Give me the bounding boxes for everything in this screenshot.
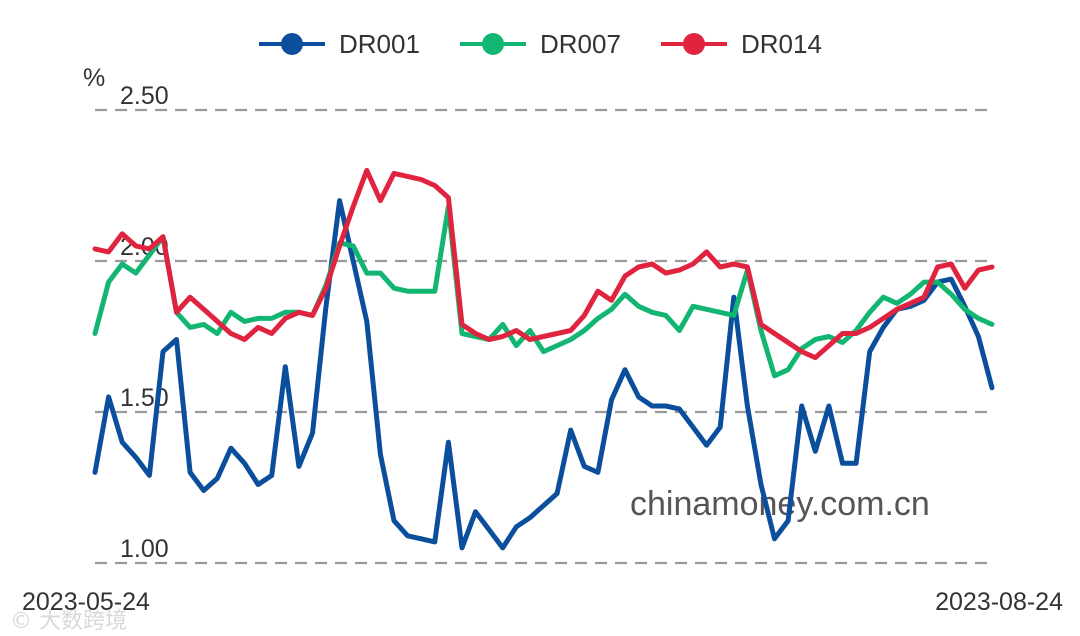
series-line-dr014 xyxy=(92,167,995,361)
legend-label: DR007 xyxy=(540,29,621,59)
watermark: chinamoney.com.cn xyxy=(630,485,930,523)
legend-label: DR014 xyxy=(741,29,822,59)
legend-item-dr001[interactable]: DR001 xyxy=(259,29,420,59)
y-tick-label: 1.00 xyxy=(120,535,169,563)
legend-item-dr007[interactable]: DR007 xyxy=(460,29,621,59)
legend-item-dr014[interactable]: DR014 xyxy=(661,29,822,59)
y-tick-label: 2.50 xyxy=(120,82,169,110)
y-axis-unit: % xyxy=(83,64,105,92)
grid-lines xyxy=(95,108,992,565)
series-line-dr007 xyxy=(92,204,995,379)
x-start-label: 2023-05-24 xyxy=(22,588,150,616)
legend-label: DR001 xyxy=(339,29,420,59)
x-end-label: 2023-08-24 xyxy=(935,588,1063,616)
legend[interactable]: DR001 DR007 DR014 xyxy=(259,29,822,59)
legend-marker xyxy=(482,33,504,55)
corner-watermark: © 大数跨境 xyxy=(10,609,127,634)
series-lines xyxy=(92,167,995,551)
legend-marker xyxy=(281,33,303,55)
y-axis-ticks: 2.502.001.501.00 xyxy=(120,82,169,563)
legend-marker xyxy=(683,33,705,55)
series-line-dr001 xyxy=(92,198,995,551)
